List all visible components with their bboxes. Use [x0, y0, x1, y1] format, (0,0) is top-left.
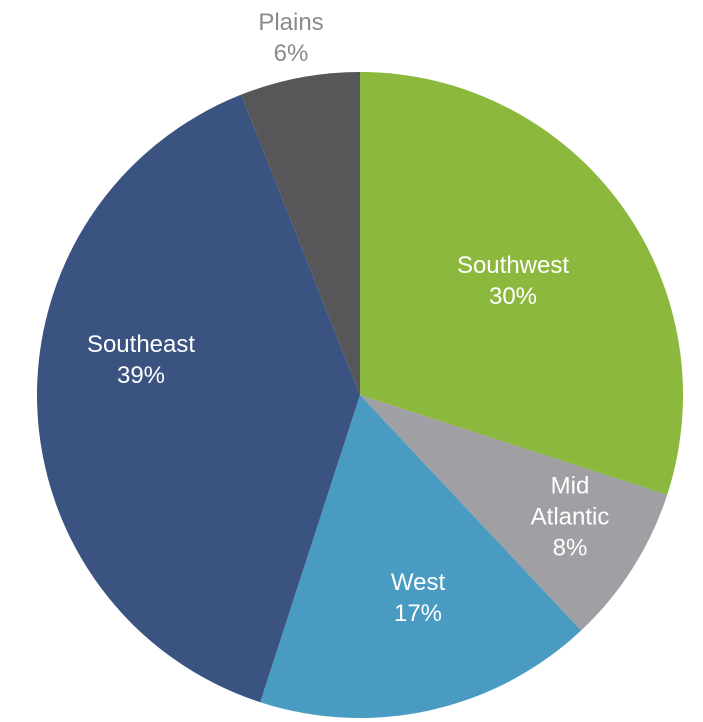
value-label: 30% [488, 283, 538, 310]
category-label: West [390, 569, 446, 596]
category-label: Southeast [86, 331, 196, 358]
slice-label: Plains 6% [231, 7, 351, 69]
slice-label: West 17% [358, 567, 478, 629]
category-label: Plains [258, 9, 324, 36]
value-label: 6% [273, 40, 309, 67]
pie-slice [360, 395, 668, 631]
category-label: Mid Atlantic [530, 472, 610, 531]
slice-label: Mid Atlantic 8% [515, 471, 625, 564]
slice-label: Southwest 30% [433, 250, 593, 312]
pie-slice [241, 72, 360, 395]
pie-slice [37, 94, 360, 703]
value-label: 8% [552, 534, 588, 562]
slice-label: Southeast 39% [61, 329, 221, 391]
pie-slice [260, 395, 582, 718]
value-label: 39% [116, 362, 166, 389]
value-label: 17% [393, 600, 443, 627]
pie-slice [360, 72, 684, 495]
category-label: Southwest [456, 252, 570, 279]
